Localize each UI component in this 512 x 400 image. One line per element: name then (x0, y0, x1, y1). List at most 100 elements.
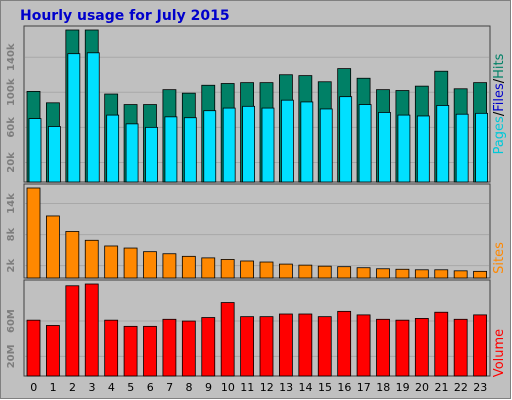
side-label-pages-files-hits-part: Files (492, 83, 507, 112)
bar-sites (46, 215, 60, 279)
bar-files (67, 53, 81, 183)
bar-volume (337, 310, 352, 377)
bar-volume (376, 318, 390, 377)
bar-volume (279, 313, 293, 377)
bar-sites (84, 239, 99, 279)
side-label-pages-files-hits: Pages/Files/Hits (492, 53, 507, 154)
bar-files (300, 101, 314, 183)
bar-files (203, 110, 217, 183)
bar-sites (240, 260, 254, 279)
y-tick-label-top: 20k (6, 152, 17, 173)
x-tick-label: 6 (147, 381, 154, 394)
bar-files (475, 112, 488, 183)
bar-sites (473, 270, 487, 279)
bar-files (106, 114, 120, 183)
x-tick-label: 8 (186, 381, 193, 394)
x-tick-label: 4 (108, 381, 115, 394)
side-label-sites-part: Sites (492, 242, 507, 274)
bar-files (28, 118, 42, 183)
x-tick-label: 20 (415, 381, 429, 394)
bar-sites (414, 269, 429, 279)
x-tick-label: 3 (88, 381, 95, 394)
bar-sites (279, 263, 293, 279)
bar-volume (65, 285, 80, 377)
x-tick-label: 0 (30, 381, 37, 394)
bar-volume (26, 319, 41, 377)
panel-middle-box (23, 183, 491, 279)
bar-volume (356, 314, 371, 377)
x-tick-label: 10 (221, 381, 235, 394)
bar-files (86, 52, 100, 183)
x-tick-label: 17 (357, 381, 371, 394)
bar-files (339, 96, 353, 183)
bar-sites (298, 264, 313, 279)
bar-files (164, 116, 178, 183)
bar-files (48, 126, 61, 183)
x-tick-label: 23 (473, 381, 487, 394)
bar-files (145, 126, 158, 183)
bar-sites (337, 266, 352, 279)
bar-sites (162, 253, 177, 279)
bar-files (242, 105, 255, 183)
bar-files (125, 123, 139, 183)
bar-sites (259, 261, 274, 279)
panel-bottom-box (23, 279, 491, 377)
y-tick-label-bottom: 60M (6, 309, 17, 333)
bar-volume (414, 318, 429, 377)
y-tick-label-bottom: 20M (6, 344, 17, 368)
bar-volume (181, 320, 196, 377)
bar-sites (181, 255, 196, 279)
side-label-volume-part: Volume (492, 329, 507, 377)
side-label-pages-files-hits-part: / (492, 111, 507, 116)
bar-volume (143, 325, 157, 377)
bar-volume (201, 317, 216, 377)
side-label-pages-files-hits-part: Hits (492, 53, 507, 78)
y-tick-label-middle: 2k (6, 258, 17, 272)
chart-title: Hourly usage for July 2015 (20, 8, 230, 24)
bar-sites (453, 270, 468, 279)
x-tick-label: 5 (127, 381, 134, 394)
bar-sites (143, 251, 157, 279)
bar-files (319, 108, 333, 183)
bar-files (436, 105, 450, 183)
side-label-pages-files-hits-part: / (492, 78, 507, 83)
bar-sites (104, 245, 119, 279)
bar-volume (317, 316, 332, 377)
bar-sites (317, 265, 332, 279)
x-tick-label: 15 (318, 381, 332, 394)
y-tick-label-top: 60k (6, 117, 17, 138)
x-tick-label: 11 (240, 381, 254, 394)
x-tick-label: 7 (166, 381, 173, 394)
bar-sites (376, 268, 390, 279)
side-label-volume: Volume (492, 329, 507, 377)
bar-files (261, 107, 275, 183)
bar-files (397, 114, 411, 183)
x-tick-label: 16 (337, 381, 351, 394)
side-label-pages-files-hits-part: Pages (492, 116, 507, 154)
bar-files (378, 112, 391, 183)
bar-volume (395, 319, 410, 377)
bar-sites (434, 269, 449, 279)
y-tick-label-top: 100k (6, 78, 17, 106)
bar-volume (434, 311, 449, 377)
x-tick-label: 22 (454, 381, 468, 394)
bar-volume (104, 319, 119, 377)
bar-sites (201, 257, 216, 279)
x-tick-label: 21 (434, 381, 448, 394)
bar-volume (298, 313, 313, 377)
x-tick-label: 13 (279, 381, 293, 394)
bar-sites (26, 187, 41, 279)
bar-volume (453, 318, 468, 377)
bar-files (222, 107, 236, 183)
panel-top-box (23, 25, 491, 183)
bar-sites (220, 259, 235, 279)
y-tick-label-top: 140k (6, 43, 17, 71)
bar-volume (46, 325, 60, 377)
bar-volume (162, 318, 177, 377)
panel-middle: 2k 8k 14k (6, 183, 491, 279)
bar-sites (356, 267, 371, 279)
bar-files (358, 104, 372, 183)
bar-files (281, 99, 294, 183)
